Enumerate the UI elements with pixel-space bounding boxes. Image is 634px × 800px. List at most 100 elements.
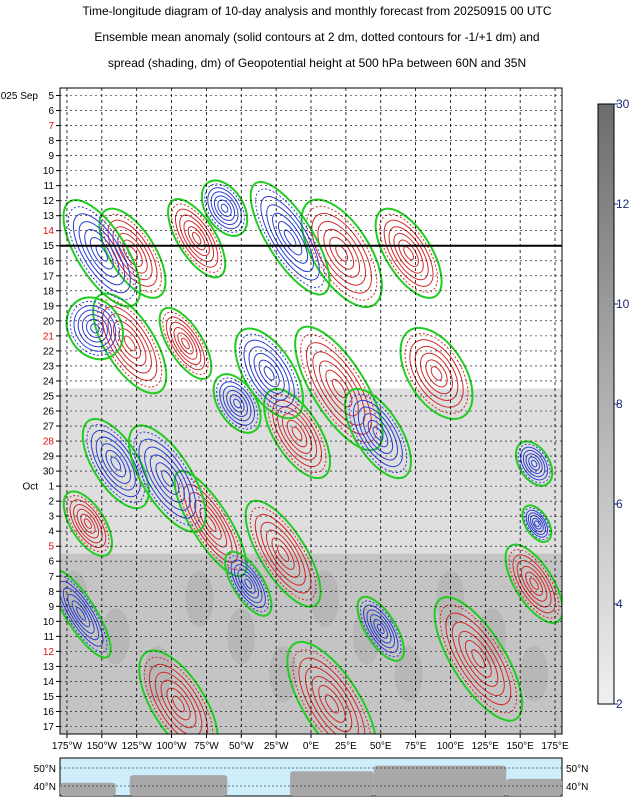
chart-title-line-1: Time-longitude diagram of 10-day analysi… bbox=[82, 4, 552, 18]
zero-contour bbox=[138, 649, 219, 734]
dotted-contour bbox=[162, 311, 209, 375]
lon-label: 125°E bbox=[472, 741, 500, 752]
solid-contour bbox=[172, 695, 185, 713]
dotted-contour bbox=[292, 649, 372, 734]
solid-contour bbox=[277, 406, 318, 461]
colorbar-label: 2 bbox=[616, 697, 623, 711]
spread-blob bbox=[478, 608, 507, 665]
dotted-contour bbox=[300, 333, 378, 443]
solid-contour bbox=[73, 504, 103, 544]
solid-contour bbox=[362, 413, 394, 454]
solid-contour bbox=[369, 614, 392, 644]
solid-contour bbox=[277, 221, 303, 256]
solid-contour bbox=[72, 213, 131, 294]
lat-label-left: 40°N bbox=[34, 782, 56, 793]
dotted-contour bbox=[133, 431, 202, 526]
solid-contour bbox=[234, 564, 263, 604]
solid-contour bbox=[367, 419, 389, 448]
zero-contour bbox=[399, 326, 474, 420]
date-label: 5 bbox=[48, 91, 54, 102]
solid-contour bbox=[286, 419, 308, 448]
solid-contour bbox=[529, 577, 539, 591]
date-label: 13 bbox=[43, 662, 55, 673]
zero-contour bbox=[65, 296, 125, 361]
dotted-contour bbox=[204, 183, 245, 233]
date-label: 17 bbox=[43, 722, 55, 733]
spread-colorbar: 30 12 10 8 6 4 2 bbox=[597, 97, 630, 711]
solid-contour bbox=[520, 565, 548, 602]
zero-contour bbox=[249, 180, 331, 296]
colorbar-label: 10 bbox=[616, 297, 630, 311]
solid-contour bbox=[67, 593, 95, 634]
solid-contour bbox=[525, 571, 544, 596]
positive-anomaly-4 bbox=[300, 198, 383, 308]
solid-contour bbox=[277, 545, 290, 563]
date-label: 8 bbox=[48, 136, 54, 147]
lon-label: 50°E bbox=[370, 741, 392, 752]
lat-label-right: 50°N bbox=[566, 764, 588, 775]
date-label: 29 bbox=[43, 452, 55, 463]
solid-contour bbox=[112, 320, 147, 367]
solid-contour bbox=[420, 352, 453, 395]
zero-contour bbox=[62, 199, 142, 308]
solid-contour bbox=[89, 236, 114, 270]
solid-contour bbox=[532, 517, 542, 530]
date-label: 16 bbox=[43, 707, 55, 718]
solid-contour bbox=[217, 199, 232, 217]
lon-label: 150°E bbox=[506, 741, 534, 752]
map-land bbox=[60, 782, 116, 796]
solid-contour bbox=[243, 339, 295, 408]
solid-contour bbox=[366, 609, 395, 649]
negative-anomaly-13 bbox=[356, 595, 405, 662]
dotted-contour bbox=[66, 494, 110, 553]
dotted-contour bbox=[359, 600, 402, 658]
solid-contour bbox=[311, 675, 353, 733]
solid-contour bbox=[154, 671, 203, 734]
dotted-contour bbox=[517, 443, 551, 484]
lon-label: 75°E bbox=[405, 741, 427, 752]
solid-contour bbox=[138, 438, 197, 519]
solid-contour bbox=[100, 443, 131, 484]
grid-lines bbox=[59, 87, 563, 735]
solid-contour bbox=[62, 587, 100, 641]
solid-contour bbox=[80, 513, 96, 534]
solid-contour bbox=[229, 394, 245, 413]
solid-contour bbox=[117, 232, 148, 274]
date-label: 10 bbox=[43, 166, 55, 177]
colorbar-label: 6 bbox=[616, 497, 623, 511]
zero-contour bbox=[173, 470, 248, 578]
date-label: 11 bbox=[44, 632, 55, 643]
solid-contour bbox=[160, 679, 197, 729]
solid-contour bbox=[165, 316, 206, 371]
positive-anomaly-13 bbox=[286, 640, 378, 734]
solid-contour bbox=[357, 406, 398, 461]
solid-contour bbox=[173, 327, 198, 360]
solid-contour bbox=[376, 623, 385, 635]
dotted-contour bbox=[86, 424, 146, 504]
solid-contour bbox=[281, 413, 313, 454]
dotted-contour bbox=[60, 575, 108, 653]
solid-contour bbox=[183, 220, 210, 257]
solid-contour bbox=[291, 426, 303, 441]
positive-anomaly-7 bbox=[263, 387, 332, 480]
solid-contour bbox=[331, 378, 346, 399]
zero-contour bbox=[128, 424, 207, 533]
solid-contour bbox=[430, 366, 443, 381]
solid-contour bbox=[84, 229, 120, 278]
date-label: 7 bbox=[48, 572, 54, 583]
solid-contour bbox=[260, 196, 320, 281]
negative-anomaly-4 bbox=[234, 327, 305, 420]
date-label: 27 bbox=[43, 422, 55, 433]
solid-contour bbox=[271, 537, 295, 570]
solid-contour bbox=[191, 231, 202, 245]
solid-contour bbox=[318, 360, 359, 417]
month-label: 2025 Sep bbox=[0, 91, 38, 102]
zero-contour bbox=[62, 490, 113, 557]
colorbar-label: 30 bbox=[616, 97, 630, 111]
solid-contour bbox=[76, 606, 86, 621]
solid-contour bbox=[373, 618, 389, 639]
date-label: 9 bbox=[48, 151, 54, 162]
solid-contour bbox=[105, 449, 127, 478]
date-label: 23 bbox=[43, 361, 55, 372]
zero-contour bbox=[92, 292, 168, 395]
